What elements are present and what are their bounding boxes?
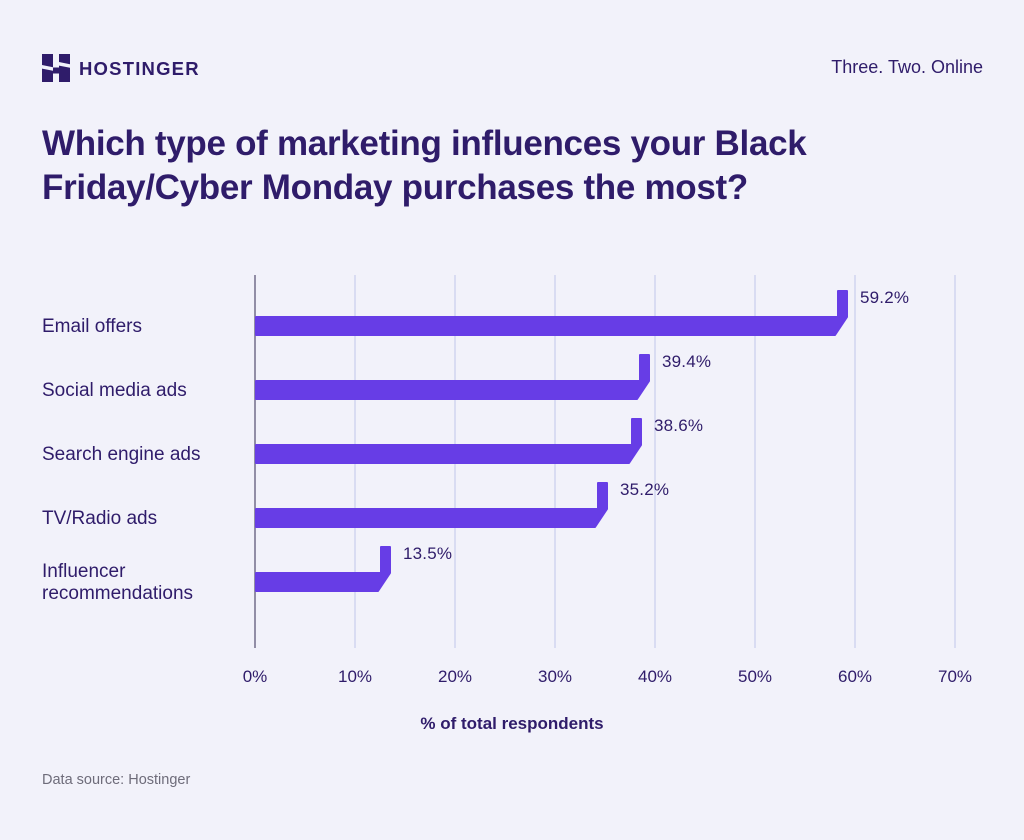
category-label-search-engine-ads: Search engine ads (42, 443, 201, 465)
bar-search-engine-ads (255, 418, 642, 464)
category-label-influencer-recommendations: Influencer recommendations (42, 560, 194, 604)
bar-influencer-recommendations (255, 546, 391, 592)
gridline (654, 275, 656, 648)
x-tick-label-0: 0% (242, 667, 268, 686)
category-label-email-offers: Email offers (42, 315, 142, 337)
category-label-social-media-ads: Social media ads (42, 379, 187, 401)
bar-tv-radio-ads (255, 482, 608, 528)
x-tick-label-30: 30% (537, 667, 573, 686)
hostinger-logo-icon (42, 54, 70, 82)
x-tick-label-60: 60% (837, 667, 873, 686)
value-label-search-engine-ads: 38.6% (654, 416, 704, 435)
x-tick-label-70: 70% (937, 667, 973, 686)
bar-email-offers (255, 290, 848, 336)
bar-social-media-ads (255, 354, 650, 400)
x-axis-title: % of total respondents (420, 714, 604, 733)
x-tick-label-10: 10% (337, 667, 373, 686)
gridline (754, 275, 756, 648)
value-label-tv-radio-ads: 35.2% (620, 480, 670, 499)
chart-title-line-1: Which type of marketing influences your … (42, 124, 807, 163)
value-label-email-offers: 59.2% (860, 288, 910, 307)
brand-tagline: Three. Two. Online (831, 57, 983, 77)
chart-title: Which type of marketing influences your … (42, 122, 992, 210)
gridline (854, 275, 856, 648)
data-source-note: Data source: Hostinger (42, 772, 191, 788)
category-label-tv-radio-ads: TV/Radio ads (42, 507, 158, 529)
gridline (954, 275, 956, 648)
brand-name: HOSTINGER (79, 58, 200, 79)
x-tick-label-50: 50% (737, 667, 773, 686)
value-label-influencer-recommendations: 13.5% (403, 544, 453, 563)
x-tick-label-40: 40% (637, 667, 673, 686)
chart-title-line-2: Friday/Cyber Monday purchases the most? (42, 168, 748, 207)
value-label-social-media-ads: 39.4% (662, 352, 712, 371)
x-tick-label-20: 20% (437, 667, 473, 686)
